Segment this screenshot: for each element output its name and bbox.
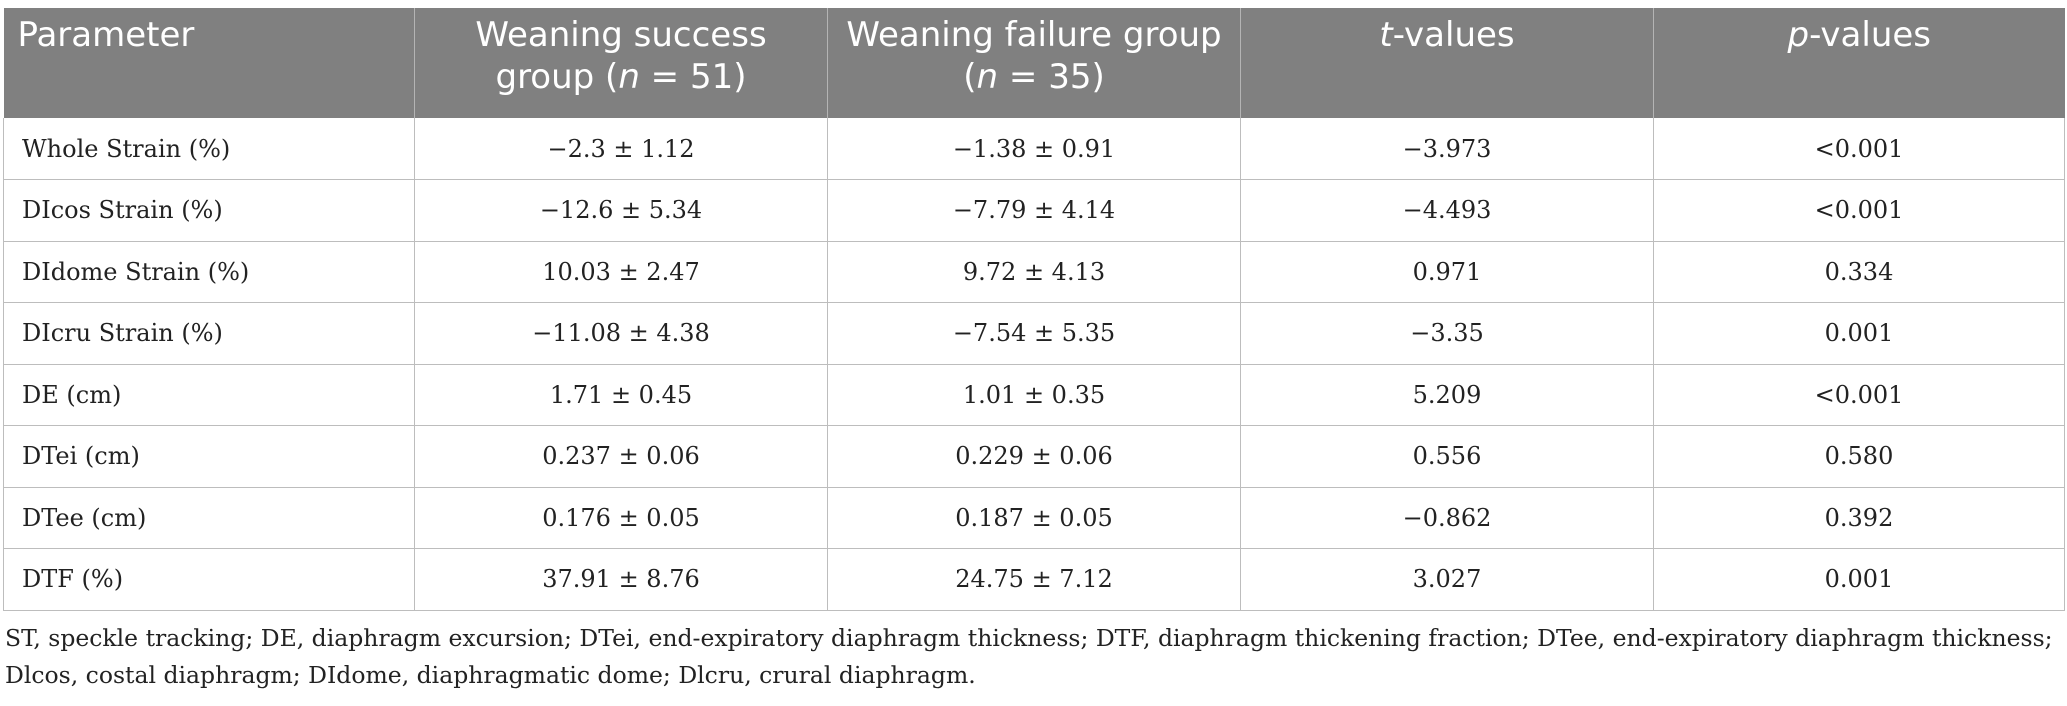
- cell-parameter: DTei (cm): [3, 425, 415, 488]
- cell-t-value: −4.493: [1240, 179, 1654, 242]
- cell-t-value: −3.973: [1240, 118, 1654, 180]
- results-table: Parameter Weaning success group (n = 51)…: [3, 8, 2065, 611]
- cell-t-value: −0.862: [1240, 486, 1654, 549]
- cell-p-value: <0.001: [1653, 118, 2065, 180]
- header-t-values: t-values: [1240, 8, 1654, 118]
- cell-success: 0.237 ± 0.06: [414, 425, 828, 488]
- table-row: DTF (%) 37.91 ± 8.76 24.75 ± 7.12 3.027 …: [3, 548, 2065, 611]
- header-weaning-success: Weaning success group (n = 51): [414, 8, 828, 118]
- cell-parameter: DE (cm): [3, 363, 415, 426]
- cell-t-value: 0.556: [1240, 425, 1654, 488]
- cell-failure: −7.79 ± 4.14: [827, 179, 1241, 242]
- cell-p-value: 0.001: [1653, 302, 2065, 365]
- header-parameter: Parameter: [3, 8, 415, 118]
- cell-parameter: DTee (cm): [3, 486, 415, 549]
- cell-p-value: <0.001: [1653, 179, 2065, 242]
- cell-t-value: 5.209: [1240, 363, 1654, 426]
- cell-parameter: DIcos Strain (%): [3, 179, 415, 242]
- cell-failure: 0.229 ± 0.06: [827, 425, 1241, 488]
- table-row: DE (cm) 1.71 ± 0.45 1.01 ± 0.35 5.209 <0…: [3, 363, 2065, 426]
- cell-failure: 24.75 ± 7.12: [827, 548, 1241, 611]
- cell-p-value: 0.580: [1653, 425, 2065, 488]
- cell-p-value: 0.334: [1653, 240, 2065, 303]
- table-row: DIdome Strain (%) 10.03 ± 2.47 9.72 ± 4.…: [3, 240, 2065, 303]
- cell-success: −12.6 ± 5.34: [414, 179, 828, 242]
- table-header: Parameter Weaning success group (n = 51)…: [3, 8, 2065, 118]
- table-row: DIcos Strain (%) −12.6 ± 5.34 −7.79 ± 4.…: [3, 179, 2065, 242]
- cell-failure: 0.187 ± 0.05: [827, 486, 1241, 549]
- cell-p-value: 0.001: [1653, 548, 2065, 611]
- cell-t-value: −3.35: [1240, 302, 1654, 365]
- cell-failure: −1.38 ± 0.91: [827, 118, 1241, 180]
- table-row: DTei (cm) 0.237 ± 0.06 0.229 ± 0.06 0.55…: [3, 425, 2065, 488]
- cell-p-value: 0.392: [1653, 486, 2065, 549]
- cell-failure: 1.01 ± 0.35: [827, 363, 1241, 426]
- cell-success: −2.3 ± 1.12: [414, 118, 828, 180]
- table-body: Whole Strain (%) −2.3 ± 1.12 −1.38 ± 0.9…: [3, 118, 2065, 611]
- table-row: Whole Strain (%) −2.3 ± 1.12 −1.38 ± 0.9…: [3, 118, 2065, 180]
- header-p-values: p-values: [1653, 8, 2065, 118]
- header-row: Parameter Weaning success group (n = 51)…: [3, 8, 2065, 118]
- cell-failure: 9.72 ± 4.13: [827, 240, 1241, 303]
- table-row: DTee (cm) 0.176 ± 0.05 0.187 ± 0.05 −0.8…: [3, 486, 2065, 549]
- cell-success: 37.91 ± 8.76: [414, 548, 828, 611]
- cell-success: −11.08 ± 4.38: [414, 302, 828, 365]
- cell-parameter: DIcru Strain (%): [3, 302, 415, 365]
- cell-t-value: 0.971: [1240, 240, 1654, 303]
- header-weaning-failure: Weaning failure group (n = 35): [827, 8, 1241, 118]
- cell-success: 10.03 ± 2.47: [414, 240, 828, 303]
- cell-parameter: DTF (%): [3, 548, 415, 611]
- cell-success: 0.176 ± 0.05: [414, 486, 828, 549]
- cell-parameter: DIdome Strain (%): [3, 240, 415, 303]
- table-footnote: ST, speckle tracking; DE, diaphragm excu…: [5, 623, 2053, 689]
- table-row: DIcru Strain (%) −11.08 ± 4.38 −7.54 ± 5…: [3, 302, 2065, 365]
- cell-parameter: Whole Strain (%): [3, 118, 415, 180]
- cell-failure: −7.54 ± 5.35: [827, 302, 1241, 365]
- cell-t-value: 3.027: [1240, 548, 1654, 611]
- cell-success: 1.71 ± 0.45: [414, 363, 828, 426]
- cell-p-value: <0.001: [1653, 363, 2065, 426]
